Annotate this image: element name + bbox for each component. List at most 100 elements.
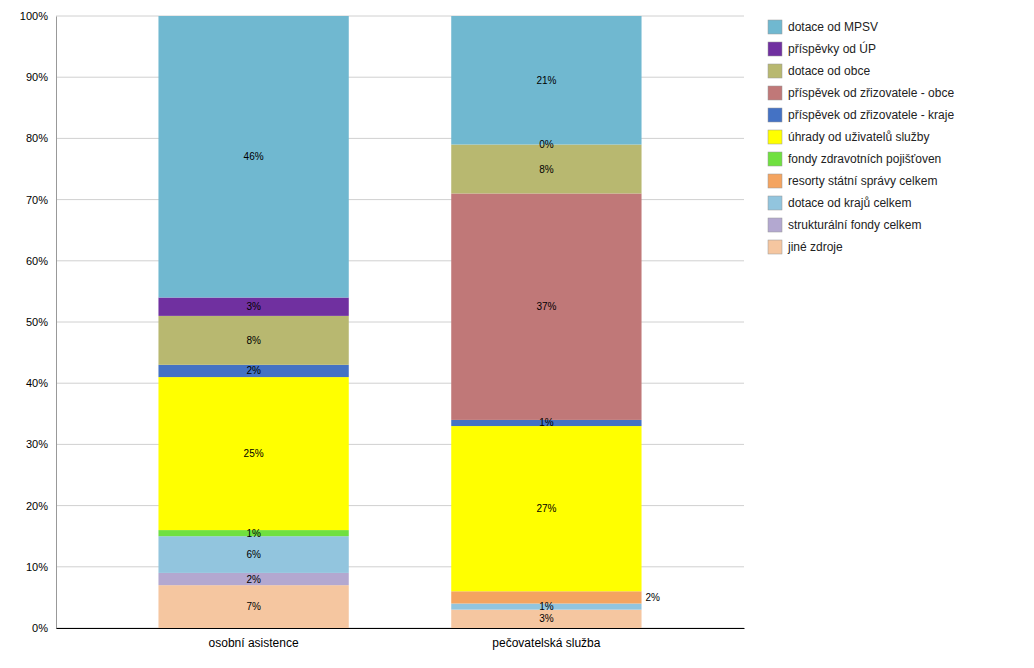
legend-item: úhrady od uživatelů služby bbox=[768, 130, 929, 144]
bar-segment bbox=[158, 316, 348, 365]
data-label: 2% bbox=[246, 365, 261, 376]
legend-item: dotace od MPSV bbox=[768, 20, 878, 34]
data-labels: 7% 3% 2% 6% 1% 2% 1% 25% 27% 2% 1% 37% 8% 8% 3% 0% 46% 21… bbox=[244, 75, 660, 625]
bar-segment bbox=[158, 585, 348, 628]
legend-item: fondy zdravotních pojišťoven bbox=[768, 152, 941, 166]
bar-segment bbox=[451, 610, 641, 628]
legend-item: příspěvek od zřizovatele - obce bbox=[768, 86, 954, 100]
legend-label: příspěvek od zřizovatele - kraje bbox=[788, 108, 954, 122]
legend-swatch bbox=[768, 218, 782, 232]
y-tick: 50% bbox=[26, 316, 56, 328]
legend-swatch bbox=[768, 152, 782, 166]
y-tick: 20% bbox=[26, 500, 56, 512]
legend-swatch bbox=[768, 240, 782, 254]
y-tick: 100% bbox=[20, 10, 56, 22]
legend-swatch bbox=[768, 86, 782, 100]
data-label: 7% bbox=[246, 601, 261, 612]
x-tick: osobní asistence bbox=[209, 636, 299, 650]
bar-segment bbox=[158, 377, 348, 530]
chart-container: 0% 10% 20% 30% 40% 50% 60% 70% 80% 90% 100% osobní … bbox=[0, 0, 1034, 668]
legend-item: jiné zdroje bbox=[768, 240, 843, 254]
legend-label: dotace od obce bbox=[788, 64, 870, 78]
legend-label: úhrady od uživatelů služby bbox=[788, 130, 929, 144]
legend-label: dotace od MPSV bbox=[788, 20, 878, 34]
legend-swatch bbox=[768, 64, 782, 78]
legend-label: resorty státní správy celkem bbox=[788, 174, 937, 188]
bar-segment bbox=[158, 536, 348, 573]
data-label: 1% bbox=[539, 417, 554, 428]
data-label: 1% bbox=[246, 528, 261, 539]
data-label: 1% bbox=[539, 601, 554, 612]
legend-item: dotace od obce bbox=[768, 64, 870, 78]
data-label: 25% bbox=[244, 448, 264, 459]
y-tick-label: 10% bbox=[26, 561, 48, 573]
bar-segment bbox=[451, 16, 641, 145]
legend-swatch bbox=[768, 130, 782, 144]
y-tick: 60% bbox=[26, 255, 56, 267]
y-tick-label: 0% bbox=[32, 622, 48, 634]
y-tick: 80% bbox=[26, 132, 56, 144]
y-tick: 70% bbox=[26, 194, 56, 206]
data-label: 8% bbox=[539, 164, 554, 175]
data-label: 46% bbox=[244, 151, 264, 162]
legend-label: dotace od krajů celkem bbox=[788, 196, 911, 210]
y-tick: 30% bbox=[26, 438, 56, 450]
y-tick: 10% bbox=[26, 561, 56, 573]
data-label: 27% bbox=[536, 503, 556, 514]
bar-segment bbox=[158, 298, 348, 316]
bar-segment bbox=[451, 193, 641, 419]
legend-label: strukturální fondy celkem bbox=[788, 218, 921, 232]
legend-swatch bbox=[768, 42, 782, 56]
legend-item: strukturální fondy celkem bbox=[768, 218, 921, 232]
bar-segment bbox=[158, 365, 348, 377]
x-tick-label: pečovatelská služba bbox=[492, 636, 600, 650]
chart-svg: 0% 10% 20% 30% 40% 50% 60% 70% 80% 90% 100% osobní … bbox=[0, 0, 1034, 668]
legend-label: příspěvky od ÚP bbox=[788, 41, 876, 56]
bar-segment bbox=[451, 426, 641, 591]
legend-label: příspěvek od zřizovatele - obce bbox=[788, 86, 954, 100]
legend-label: jiné zdroje bbox=[787, 240, 843, 254]
y-tick-label: 80% bbox=[26, 132, 48, 144]
x-axis-line bbox=[57, 628, 745, 629]
data-label: 6% bbox=[246, 549, 261, 560]
data-label: 37% bbox=[536, 301, 556, 312]
data-label: 8% bbox=[246, 335, 261, 346]
legend-swatch bbox=[768, 20, 782, 34]
bar-segment bbox=[451, 145, 641, 194]
legend-item: dotace od krajů celkem bbox=[768, 196, 911, 210]
y-tick-label: 90% bbox=[26, 71, 48, 83]
data-label: 21% bbox=[536, 75, 556, 86]
y-tick-label: 100% bbox=[20, 10, 48, 22]
y-axis-line bbox=[56, 17, 57, 629]
legend-item: příspěvky od ÚP bbox=[768, 41, 876, 56]
y-tick-label: 30% bbox=[26, 438, 48, 450]
x-axis: osobní asistence pečovatelská služba bbox=[57, 629, 745, 650]
y-tick: 0% bbox=[32, 622, 56, 634]
legend-swatch bbox=[768, 196, 782, 210]
data-label: 2% bbox=[246, 574, 261, 585]
plot-area: 0% 10% 20% 30% 40% 50% 60% 70% 80% 90% 100% osobní … bbox=[20, 10, 745, 650]
y-tick: 40% bbox=[26, 377, 56, 389]
grid bbox=[56, 16, 744, 628]
x-tick: pečovatelská služba bbox=[492, 636, 600, 650]
y-tick-label: 60% bbox=[26, 255, 48, 267]
x-tick-label: osobní asistence bbox=[209, 636, 299, 650]
data-label: 2% bbox=[646, 592, 661, 603]
legend-swatch bbox=[768, 108, 782, 122]
y-tick-label: 20% bbox=[26, 500, 48, 512]
legend-item: příspěvek od zřizovatele - kraje bbox=[768, 108, 954, 122]
bar-segment bbox=[158, 16, 348, 298]
legend: dotace od MPSV příspěvky od ÚP dotace od o… bbox=[768, 20, 954, 254]
legend-item: resorty státní správy celkem bbox=[768, 174, 937, 188]
y-tick-label: 40% bbox=[26, 377, 48, 389]
data-label: 3% bbox=[539, 613, 554, 624]
legend-swatch bbox=[768, 174, 782, 188]
y-tick: 90% bbox=[26, 71, 56, 83]
y-axis: 0% 10% 20% 30% 40% 50% 60% 70% 80% 90% 100% bbox=[20, 10, 57, 634]
data-label: 3% bbox=[246, 301, 261, 312]
bars bbox=[158, 16, 641, 628]
bar-segment bbox=[158, 573, 348, 585]
legend-label: fondy zdravotních pojišťoven bbox=[788, 152, 941, 166]
data-label: 0% bbox=[539, 139, 554, 150]
y-tick-label: 70% bbox=[26, 194, 48, 206]
